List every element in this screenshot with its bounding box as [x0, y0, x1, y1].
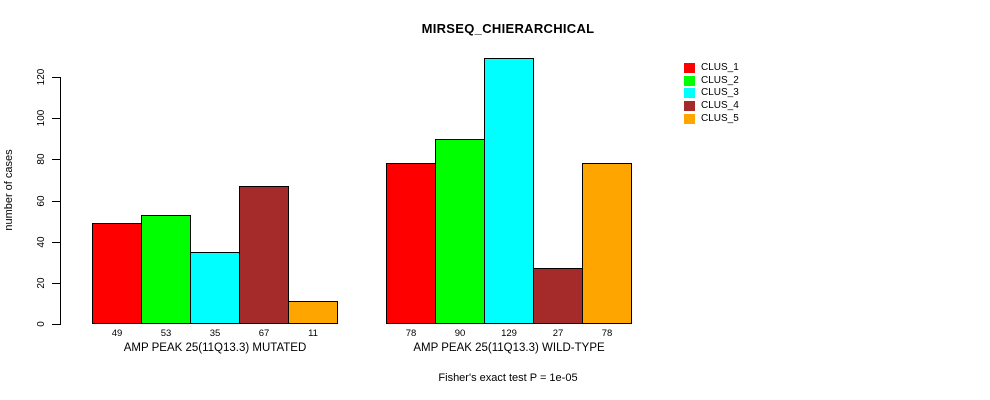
bar-clus_3: [190, 252, 240, 324]
bar-clus_5: [582, 163, 632, 324]
y-tick-mark: [52, 324, 60, 325]
group-label: AMP PEAK 25(11Q13.3) MUTATED: [123, 342, 307, 354]
bar-clus_3: [484, 58, 534, 324]
y-tick-label: 100: [36, 109, 47, 127]
y-tick-mark: [52, 242, 60, 243]
legend-label: CLUS_1: [701, 62, 739, 73]
bar-value-label: 129: [501, 328, 517, 339]
bar-clus_4: [533, 268, 583, 324]
legend-swatch: [684, 63, 695, 73]
legend-item-clus_4: CLUS_4: [684, 100, 739, 112]
bar-clus_1: [386, 163, 436, 324]
legend-item-clus_2: CLUS_2: [684, 75, 739, 87]
y-tick-mark: [52, 159, 60, 160]
y-tick-label: 60: [36, 195, 47, 207]
legend-item-clus_5: CLUS_5: [684, 113, 739, 125]
legend-swatch: [684, 101, 695, 112]
bar-clus_5: [288, 301, 338, 324]
y-tick-label: 120: [36, 68, 47, 86]
legend-swatch: [684, 113, 695, 124]
group-label: AMP PEAK 25(11Q13.3) WILD-TYPE: [413, 342, 605, 354]
bar-value-label: 78: [601, 328, 613, 339]
legend-label: CLUS_4: [701, 100, 739, 112]
bar-value-label: 90: [454, 328, 466, 339]
bar-clus_2: [435, 139, 485, 324]
chart-title: MIRSEQ_CHIERARCHICAL: [421, 21, 595, 36]
y-tick-mark: [52, 283, 60, 284]
bar-value-label: 11: [308, 328, 318, 339]
bar-clus_4: [239, 186, 289, 324]
annotation-text: Fisher's exact test P = 1e-05: [438, 372, 578, 384]
bar-value-label: 49: [111, 328, 123, 339]
y-tick-mark: [52, 77, 60, 78]
bar-value-label: 53: [160, 328, 172, 339]
y-tick-label: 20: [36, 277, 47, 289]
bar-value-label: 78: [405, 328, 417, 339]
y-tick-label: 0: [36, 321, 47, 327]
bar-clus_2: [141, 215, 191, 324]
legend-label: CLUS_3: [701, 87, 739, 99]
legend-label: CLUS_5: [701, 112, 739, 124]
bar-value-label: 67: [258, 328, 270, 339]
legend-label: CLUS_2: [701, 74, 739, 86]
y-axis-line: [60, 77, 61, 325]
y-tick-mark: [52, 118, 60, 119]
bar-value-label: 27: [552, 328, 564, 339]
legend-item-clus_3: CLUS_3: [684, 87, 739, 99]
bar-value-label: 35: [209, 328, 221, 339]
y-axis-title: number of cases: [3, 149, 15, 231]
legend-swatch: [684, 75, 695, 86]
y-tick-label: 80: [36, 153, 47, 165]
y-tick-label: 40: [36, 236, 47, 248]
legend-swatch: [684, 88, 695, 99]
y-tick-mark: [52, 201, 60, 202]
bar-clus_1: [92, 223, 142, 324]
legend-item-clus_1: CLUS_1: [684, 62, 739, 74]
